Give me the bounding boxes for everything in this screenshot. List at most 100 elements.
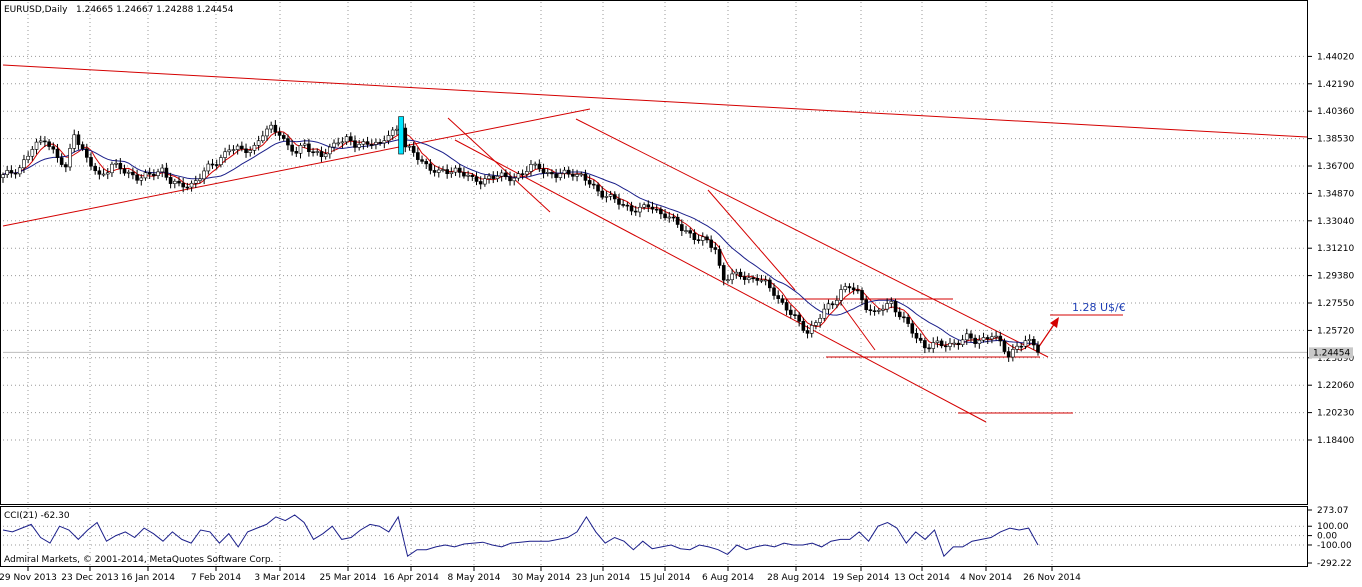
candle [612, 191, 617, 203]
candle [738, 268, 743, 280]
candle [705, 234, 709, 244]
cci-line [2, 514, 1039, 558]
candle-body [93, 165, 97, 172]
candle [981, 332, 986, 343]
candle-body [378, 141, 382, 144]
channel-upper-line [575, 118, 1049, 358]
candle-body [38, 140, 43, 143]
candle [181, 177, 185, 193]
candle-body [147, 172, 152, 175]
candle-body [814, 322, 818, 326]
candle-body [835, 300, 839, 305]
candle-body [751, 277, 755, 280]
candle-body [487, 175, 491, 180]
candle-body [592, 183, 596, 186]
candle [948, 338, 952, 351]
candle-body [118, 162, 123, 170]
x-tick-label: 15 Jul 2014 [640, 573, 691, 583]
candle-body [72, 134, 77, 149]
candle-body [1006, 351, 1011, 358]
candle-body [524, 171, 529, 175]
candle [143, 169, 148, 181]
candle [617, 193, 621, 210]
candle-body [768, 279, 772, 289]
candle [97, 167, 102, 180]
candle-body [550, 172, 554, 175]
candle-body [156, 171, 160, 176]
candle-body [713, 247, 718, 250]
cci-y-tick-label: -100.00 [1317, 541, 1352, 551]
copyright-text: Admiral Markets, © 2001-2014, MetaQuotes… [4, 555, 273, 565]
y-tick-label: 1.42190 [1317, 80, 1354, 90]
uptrend-line [2, 108, 591, 227]
candle [340, 137, 345, 149]
candle-body [612, 194, 617, 200]
candle-body [214, 164, 219, 166]
candle-body [386, 135, 391, 141]
candle-body [939, 340, 944, 347]
candle [608, 190, 613, 201]
candle [541, 163, 546, 179]
candle-body [822, 308, 827, 319]
candle [30, 146, 35, 161]
candle [621, 199, 625, 208]
candle-body [441, 169, 445, 171]
x-tick-label: 4 Nov 2014 [960, 573, 1012, 583]
candle-body [1019, 345, 1024, 348]
candle [692, 229, 697, 245]
candle [571, 168, 575, 181]
candle-body [545, 172, 550, 174]
candle-body [663, 213, 667, 219]
candle [537, 159, 542, 172]
candle [763, 275, 768, 286]
candle-body [633, 210, 638, 213]
candle-body [650, 206, 655, 210]
candle [872, 306, 877, 316]
candle [156, 168, 160, 180]
cci-pane-border [0, 506, 1308, 567]
cci-y-tick-label: -292.22 [1317, 559, 1352, 569]
candle [939, 338, 944, 349]
candle-body [206, 163, 211, 172]
candle [721, 262, 726, 286]
candle [671, 213, 676, 222]
candle [1, 172, 5, 183]
candle-body [302, 143, 307, 146]
candle [818, 313, 822, 328]
candle-body [692, 232, 697, 240]
candle-body [818, 317, 822, 323]
candle-body [600, 190, 605, 198]
candle [931, 337, 936, 353]
candle [185, 182, 190, 191]
candle [17, 164, 22, 177]
candle-body [340, 141, 345, 144]
candle [168, 172, 173, 189]
candle [26, 151, 30, 164]
candle-body [478, 181, 483, 185]
x-tick-label: 7 Feb 2014 [191, 573, 242, 583]
candle [935, 336, 940, 348]
candle [382, 135, 387, 149]
candle [864, 295, 868, 313]
candle-body [839, 289, 843, 301]
candle-body [244, 148, 248, 153]
candle [378, 139, 382, 146]
candle [9, 165, 14, 178]
candle-body [495, 175, 500, 179]
candle-body [700, 236, 705, 241]
candle-body [353, 140, 357, 148]
candle-body [856, 289, 860, 292]
candle-body [131, 171, 135, 176]
candle [964, 328, 969, 345]
x-tick-label: 23 Jun 2014 [576, 573, 630, 583]
candle [51, 142, 56, 154]
cci-indicator [2, 514, 1039, 558]
candle [579, 171, 584, 178]
candle [348, 132, 353, 146]
candle [483, 174, 487, 187]
candle [998, 331, 1003, 347]
candle [336, 137, 341, 147]
highlight-candle [398, 116, 404, 155]
